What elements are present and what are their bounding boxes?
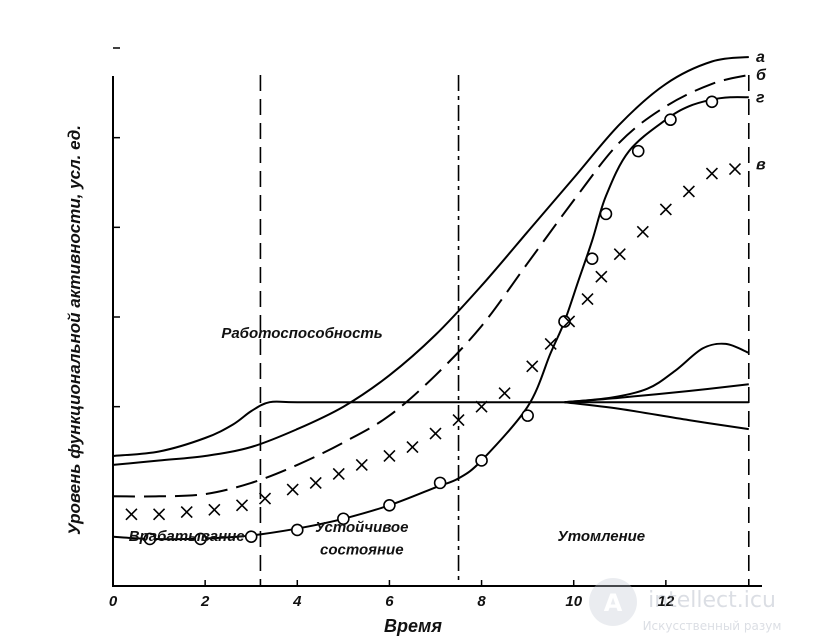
x-tick-label: 4 [292,593,302,610]
series-labels: аб в г [756,49,767,174]
watermark-logo-icon [589,578,637,626]
cross-marker [332,467,345,480]
cross-marker [180,505,193,519]
cross-marker [526,360,539,373]
cross-marker [544,337,557,350]
series-line-г [112,96,749,541]
cross-marker [235,499,249,512]
circle-marker [664,113,677,127]
cross-marker [682,185,695,198]
watermark-logo-letter: A [604,589,623,617]
series-line-б [112,73,750,498]
cross-marker [636,225,649,238]
ticks: 0 2 4 6 8 10 12 [109,47,675,610]
cross-marker [258,492,272,505]
circle-marker [143,532,157,546]
cross-marker [581,293,594,306]
phase-label: Устойчивое [315,519,408,536]
circle-marker [521,409,534,422]
circle-marker [244,530,258,543]
cross-marker [406,440,419,454]
circle-marker [337,512,350,526]
phase-label: Врабатывание [129,528,245,545]
x-tick-label: 8 [477,593,486,610]
circle-marker [475,454,488,467]
series-label-б: б [756,67,767,84]
cross-marker [595,270,608,283]
circle-marker [705,95,719,109]
series-label-г: г [756,89,765,106]
series-line-branch-down [564,401,749,431]
cross-marker [125,508,138,521]
series-line-branch-up-slight [564,383,749,404]
watermark: A intellect.icu Искусственный разум [589,578,781,633]
circle-marker [433,476,447,490]
phase-label: Утомление [558,528,646,545]
cross-marker [659,203,672,216]
circle-marker [599,207,613,221]
series-line-Работоспособность [112,400,749,457]
cross-marker [452,414,465,427]
y-axis-title: Уровень функциональной активности, усл. … [65,125,84,535]
x-tick-label: 2 [200,593,210,610]
x-tick-label: 0 [109,593,118,610]
phase-labels: Врабатывание Устойчивое состояние Утомление [129,519,645,558]
x-tick-label: 10 [565,593,582,610]
cross-marker [286,483,299,496]
cross-marker [153,508,166,521]
cross-marker [355,458,368,472]
axes [112,76,762,587]
cross-marker [208,503,221,516]
cross-marker [613,248,626,261]
watermark-site-name: intellect.icu [648,588,776,613]
cross-marker [705,167,718,180]
series [112,56,750,541]
cross-marker [498,387,511,400]
series-label-в: в [756,157,766,174]
circle-marker [631,144,645,158]
phase-label: состояние [320,542,404,559]
x-axis-title: Время [384,616,442,636]
circle-marker [290,523,304,537]
phase-boundaries [259,75,750,586]
series-line-а [112,56,749,466]
cross-marker [475,400,488,413]
x-tick-label: 12 [658,593,675,610]
watermark-tagline: Искусственный разум [643,619,782,633]
work-capacity-label: Работоспособность [221,325,382,342]
cross-marker [429,427,442,440]
labels: Время Уровень функциональной активности,… [65,125,442,636]
cross-marker [309,476,322,489]
cross-marker [728,162,742,176]
circle-marker [585,252,599,266]
series-label-а: а [756,49,765,66]
circle-marker [383,498,396,512]
cross-marker [383,449,396,463]
circle-marker [194,532,207,546]
cross-marker [563,315,576,328]
markers [125,95,742,546]
x-tick-label: 6 [385,593,394,610]
